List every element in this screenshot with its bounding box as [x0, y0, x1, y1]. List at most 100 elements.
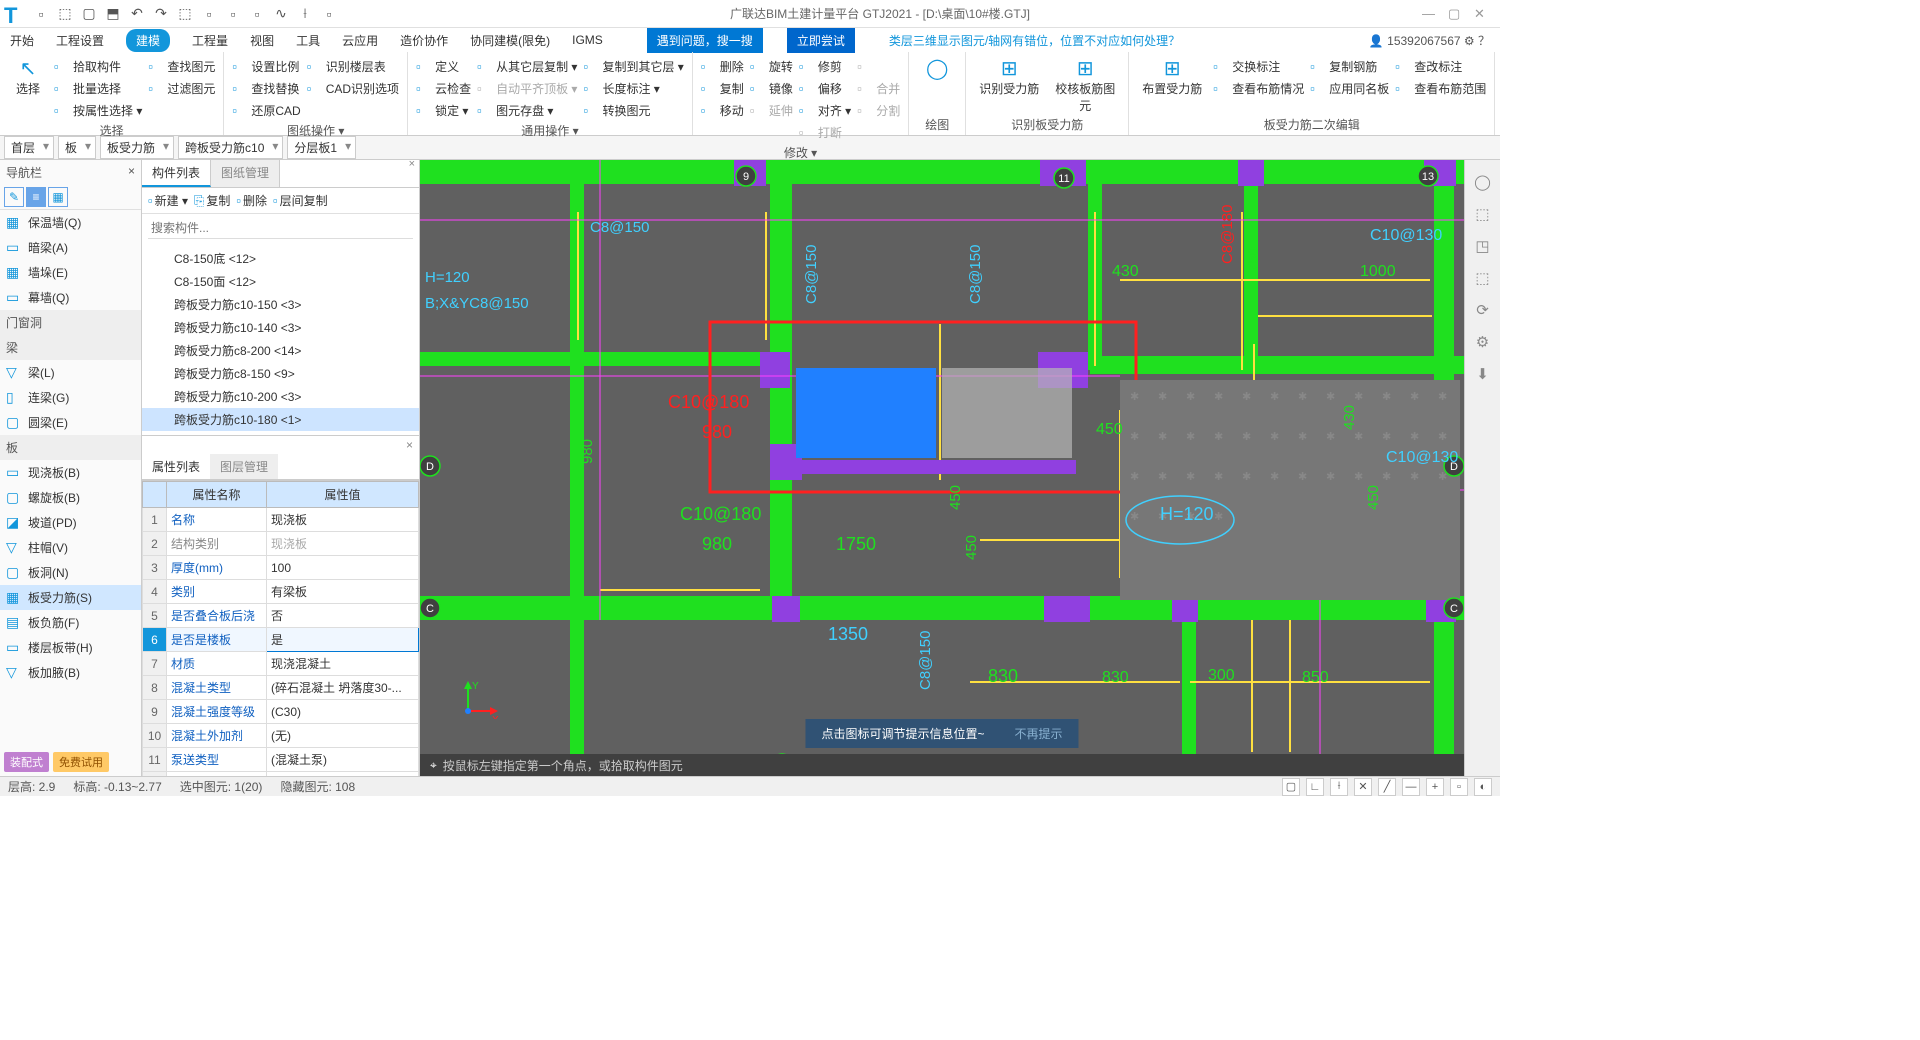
qat-icon[interactable]: ▢ — [80, 5, 98, 23]
ribbon-button[interactable]: ▫定义 — [416, 56, 471, 76]
badge[interactable]: 免费试用 — [53, 752, 109, 772]
menu-item[interactable]: IGMS — [572, 33, 603, 47]
menu-item[interactable]: 工程设置 — [56, 32, 104, 49]
qat-icon[interactable]: ▫ — [320, 5, 338, 23]
ribbon-button[interactable]: ⊞校核板筋图元 — [1050, 56, 1120, 114]
toolbar-button[interactable]: ▫新建 ▾ — [148, 192, 188, 209]
nav-item[interactable]: ▭楼层板带(H) — [0, 635, 141, 660]
badge[interactable]: 装配式 — [4, 752, 49, 772]
nav-item[interactable]: ▽板加腋(B) — [0, 660, 141, 685]
ribbon-button[interactable]: ▫设置比例 — [232, 56, 300, 76]
ribbon-button[interactable]: ↖选择 — [8, 56, 48, 97]
qat-icon[interactable]: ↷ — [152, 5, 170, 23]
toolbar-button[interactable]: ▫层间复制 — [273, 192, 328, 209]
menu-item[interactable]: 造价协作 — [400, 32, 448, 49]
menu-item[interactable]: 开始 — [10, 32, 34, 49]
ribbon-button[interactable]: ▫按属性选择 ▾ — [54, 100, 142, 120]
ribbon-button[interactable]: ▫旋转 — [750, 56, 793, 76]
ribbon-button[interactable]: ▫ — [857, 56, 900, 76]
status-btn[interactable]: ◐ — [1474, 778, 1492, 796]
menu-item[interactable]: 工程量 — [192, 32, 228, 49]
status-btn[interactable]: ⟊ — [1330, 778, 1348, 796]
ribbon-button[interactable]: ▫对齐 ▾ — [799, 100, 851, 120]
view-icon[interactable]: ⬇ — [1471, 362, 1495, 386]
qat-icon[interactable]: ↶ — [128, 5, 146, 23]
qat-icon[interactable]: ▫ — [224, 5, 242, 23]
view-icon[interactable]: ⬚ — [1471, 202, 1495, 226]
nav-item[interactable]: ▯连梁(G) — [0, 385, 141, 410]
nav-item[interactable]: ▦板受力筋(S) — [0, 585, 141, 610]
ribbon-button[interactable]: ▫查改标注 — [1395, 56, 1486, 76]
ribbon-button[interactable]: ▫锁定 ▾ — [416, 100, 471, 120]
view-icon[interactable]: ⟳ — [1471, 298, 1495, 322]
nav-tool-icon[interactable]: ✎ — [4, 187, 24, 207]
status-btn[interactable]: ✕ — [1354, 778, 1372, 796]
ribbon-button[interactable]: ▫延伸 — [750, 100, 793, 120]
tree-item[interactable]: C8-150面 <12> — [142, 270, 419, 293]
menu-item[interactable]: 视图 — [250, 32, 274, 49]
ribbon-button[interactable]: ▫查找替换 — [232, 78, 300, 98]
tree-item[interactable]: 跨板受力筋c10-140 <3> — [142, 316, 419, 339]
status-btn[interactable]: ▫ — [1450, 778, 1468, 796]
ribbon-button[interactable]: ▫转换图元 — [583, 100, 683, 120]
view-icon[interactable]: ◳ — [1471, 234, 1495, 258]
ribbon-button[interactable]: ▫过滤图元 — [148, 78, 215, 98]
ribbon-button[interactable]: ▫分割 — [857, 100, 900, 120]
minimize-icon[interactable]: — — [1422, 6, 1436, 22]
status-btn[interactable]: ∟ — [1306, 778, 1324, 796]
nav-item[interactable]: ▢板洞(N) — [0, 560, 141, 585]
ribbon-button[interactable]: ▫自动平齐顶板 ▾ — [477, 78, 577, 98]
view-icon[interactable]: ⬚ — [1471, 266, 1495, 290]
ribbon-button[interactable]: ▫识别楼层表 — [307, 56, 399, 76]
ribbon-button[interactable]: ▫修剪 — [799, 56, 851, 76]
nav-item[interactable]: ▢螺旋板(B) — [0, 485, 141, 510]
ribbon-button[interactable]: ▫拾取构件 — [54, 56, 142, 76]
nav-tool-icon[interactable]: ▦ — [48, 187, 68, 207]
tab[interactable]: 属性列表 — [142, 454, 210, 479]
status-btn[interactable]: — — [1402, 778, 1420, 796]
status-btn[interactable]: + — [1426, 778, 1444, 796]
menu-item[interactable]: 建模 — [126, 29, 170, 52]
ribbon-button[interactable]: ▫打断 — [799, 122, 851, 142]
ribbon-button[interactable]: ▫批量选择 — [54, 78, 142, 98]
ribbon-button[interactable]: ▫图元存盘 ▾ — [477, 100, 577, 120]
ribbon-button[interactable]: ▫交换标注 — [1213, 56, 1304, 76]
ribbon-button[interactable]: ▫从其它层复制 ▾ — [477, 56, 577, 76]
tree-item[interactable]: 跨板受力筋c10-180 <1> — [142, 408, 419, 431]
maximize-icon[interactable]: ▢ — [1448, 6, 1462, 22]
ribbon-button[interactable]: ▫应用同名板 — [1310, 78, 1389, 98]
search-input[interactable] — [148, 218, 413, 239]
combo[interactable]: 板 — [58, 136, 96, 159]
tree-item[interactable]: 跨板受力筋c8-200 <14> — [142, 339, 419, 362]
tab[interactable]: 图层管理 — [210, 454, 278, 479]
qat-icon[interactable]: ▫ — [248, 5, 266, 23]
ribbon-button[interactable]: ▫查找图元 — [148, 56, 215, 76]
drawing-canvas[interactable]: ✱✱✱✱✱✱✱✱✱✱✱✱✱✱✱✱✱✱✱✱✱✱✱✱✱✱✱✱✱✱✱✱✱✱✱✱✱✱✱✱… — [420, 160, 1464, 776]
nav-item[interactable]: ▭现浇板(B) — [0, 460, 141, 485]
combo[interactable]: 板受力筋 — [100, 136, 174, 159]
ribbon-button[interactable]: ▫删除 — [701, 56, 744, 76]
menu-item[interactable]: 协同建模(限免) — [470, 32, 550, 49]
ribbon-button[interactable]: ▫移动 — [701, 100, 744, 120]
ribbon-button[interactable]: ▫CAD识别选项 — [307, 78, 399, 98]
ribbon-button[interactable]: ⊞布置受力筋 — [1137, 56, 1207, 97]
ribbon-button[interactable]: ▫查看布筋范围 — [1395, 78, 1486, 98]
ribbon-button[interactable]: ▫复制钢筋 — [1310, 56, 1389, 76]
tree-item[interactable]: C8-150底 <12> — [142, 247, 419, 270]
nav-item[interactable]: ▢圆梁(E) — [0, 410, 141, 435]
nav-item[interactable]: ▦墙垛(E) — [0, 260, 141, 285]
ribbon-button[interactable]: ▫还原CAD — [232, 100, 300, 120]
ribbon-button[interactable]: ▫复制 — [701, 78, 744, 98]
qat-icon[interactable]: ⟊ — [296, 5, 314, 23]
ribbon-button[interactable]: ▫查看布筋情况 — [1213, 78, 1304, 98]
menu-item[interactable]: 云应用 — [342, 32, 378, 49]
ribbon-button[interactable]: ▫长度标注 ▾ — [583, 78, 683, 98]
nav-item[interactable]: ▤板负筋(F) — [0, 610, 141, 635]
ribbon-button[interactable]: ▫复制到其它层 ▾ — [583, 56, 683, 76]
view-icon[interactable]: ◯ — [1471, 170, 1495, 194]
ribbon-button[interactable]: ▫镜像 — [750, 78, 793, 98]
toolbar-button[interactable]: ▫删除 — [236, 192, 267, 209]
qat-icon[interactable]: ∿ — [272, 5, 290, 23]
tab[interactable]: 图纸管理 — [211, 160, 280, 187]
combo[interactable]: 分层板1 — [287, 136, 356, 159]
